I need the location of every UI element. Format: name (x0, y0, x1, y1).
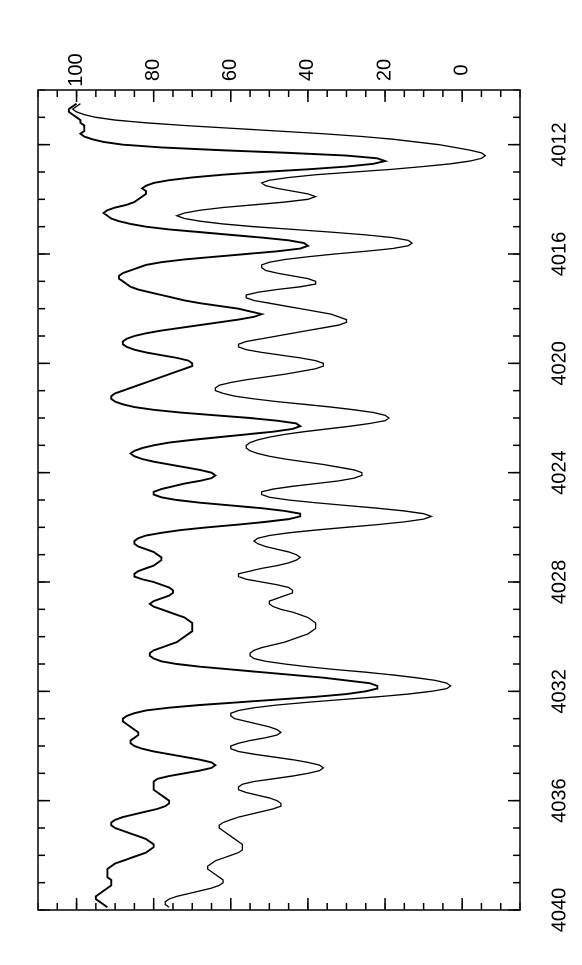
x-tick-label: 4032 (548, 669, 570, 714)
y-tick-label: 0 (450, 64, 472, 75)
y-tick-label: 20 (373, 59, 395, 81)
x-tick-label: 4020 (548, 341, 570, 386)
y-tick-label: 100 (65, 53, 87, 86)
y-tick-label: 80 (142, 59, 164, 81)
x-tick-label: 4016 (548, 232, 570, 277)
x-tick-label: 4040 (548, 888, 570, 933)
plot-border (38, 90, 520, 910)
y-tick-label: 60 (219, 59, 241, 81)
x-tick-label: 4012 (548, 122, 570, 167)
chart-svg: 4012 4016 4020 4024 4028 4032 4036 4040 0 20 40 60 8… (0, 0, 582, 965)
spectrum-chart: 4012 4016 4020 4024 4028 4032 4036 4040 0 20 40 60 8… (0, 0, 582, 965)
x-tick-label: 4036 (548, 778, 570, 823)
x-tick-label: 4028 (548, 560, 570, 605)
x-tick-label: 4024 (548, 450, 570, 495)
y-tick-label: 40 (296, 59, 318, 81)
